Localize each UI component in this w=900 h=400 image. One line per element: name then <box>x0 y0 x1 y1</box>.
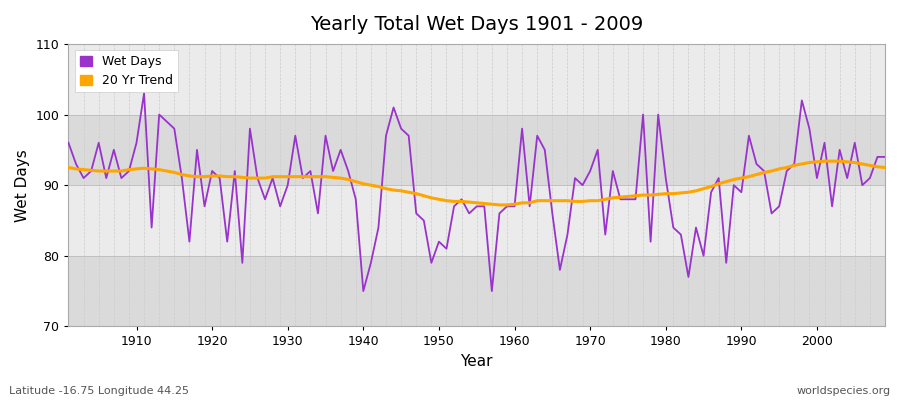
Title: Yearly Total Wet Days 1901 - 2009: Yearly Total Wet Days 1901 - 2009 <box>310 15 644 34</box>
Text: worldspecies.org: worldspecies.org <box>796 386 891 396</box>
Bar <box>68 44 885 114</box>
Bar <box>68 185 885 256</box>
Y-axis label: Wet Days: Wet Days <box>15 149 30 222</box>
Bar <box>68 256 885 326</box>
X-axis label: Year: Year <box>461 354 493 369</box>
Bar <box>68 114 885 185</box>
Text: Latitude -16.75 Longitude 44.25: Latitude -16.75 Longitude 44.25 <box>9 386 189 396</box>
Legend: Wet Days, 20 Yr Trend: Wet Days, 20 Yr Trend <box>75 50 178 92</box>
